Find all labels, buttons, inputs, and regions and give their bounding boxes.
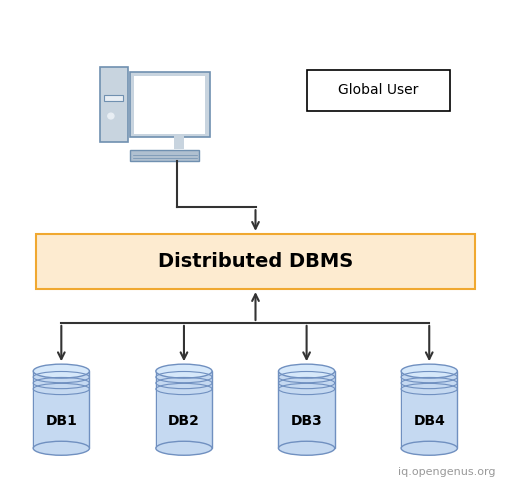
Bar (157, 371, 211, 447)
Text: DB2: DB2 (168, 414, 200, 428)
FancyBboxPatch shape (36, 234, 475, 289)
Ellipse shape (278, 441, 335, 455)
Text: DB3: DB3 (291, 414, 322, 428)
Ellipse shape (33, 441, 89, 455)
Text: Global User: Global User (338, 83, 419, 97)
Bar (402, 371, 456, 447)
Bar (33, 371, 89, 448)
FancyBboxPatch shape (130, 72, 210, 137)
FancyBboxPatch shape (100, 67, 128, 142)
FancyBboxPatch shape (130, 150, 199, 161)
Bar (278, 371, 335, 448)
Bar (280, 371, 334, 447)
Ellipse shape (278, 364, 335, 378)
FancyBboxPatch shape (307, 70, 450, 111)
Ellipse shape (401, 441, 457, 455)
FancyBboxPatch shape (134, 76, 205, 134)
Circle shape (108, 113, 114, 119)
Ellipse shape (33, 364, 89, 378)
Text: DB4: DB4 (413, 414, 445, 428)
Text: DB1: DB1 (45, 414, 77, 428)
Bar (156, 371, 212, 448)
Ellipse shape (156, 364, 212, 378)
Text: iq.opengenus.org: iq.opengenus.org (398, 467, 496, 477)
Bar (34, 371, 88, 447)
Text: Distributed DBMS: Distributed DBMS (158, 252, 353, 271)
Bar (401, 371, 457, 448)
Bar (174, 136, 184, 149)
Ellipse shape (401, 364, 457, 378)
FancyBboxPatch shape (104, 95, 123, 101)
Ellipse shape (156, 441, 212, 455)
